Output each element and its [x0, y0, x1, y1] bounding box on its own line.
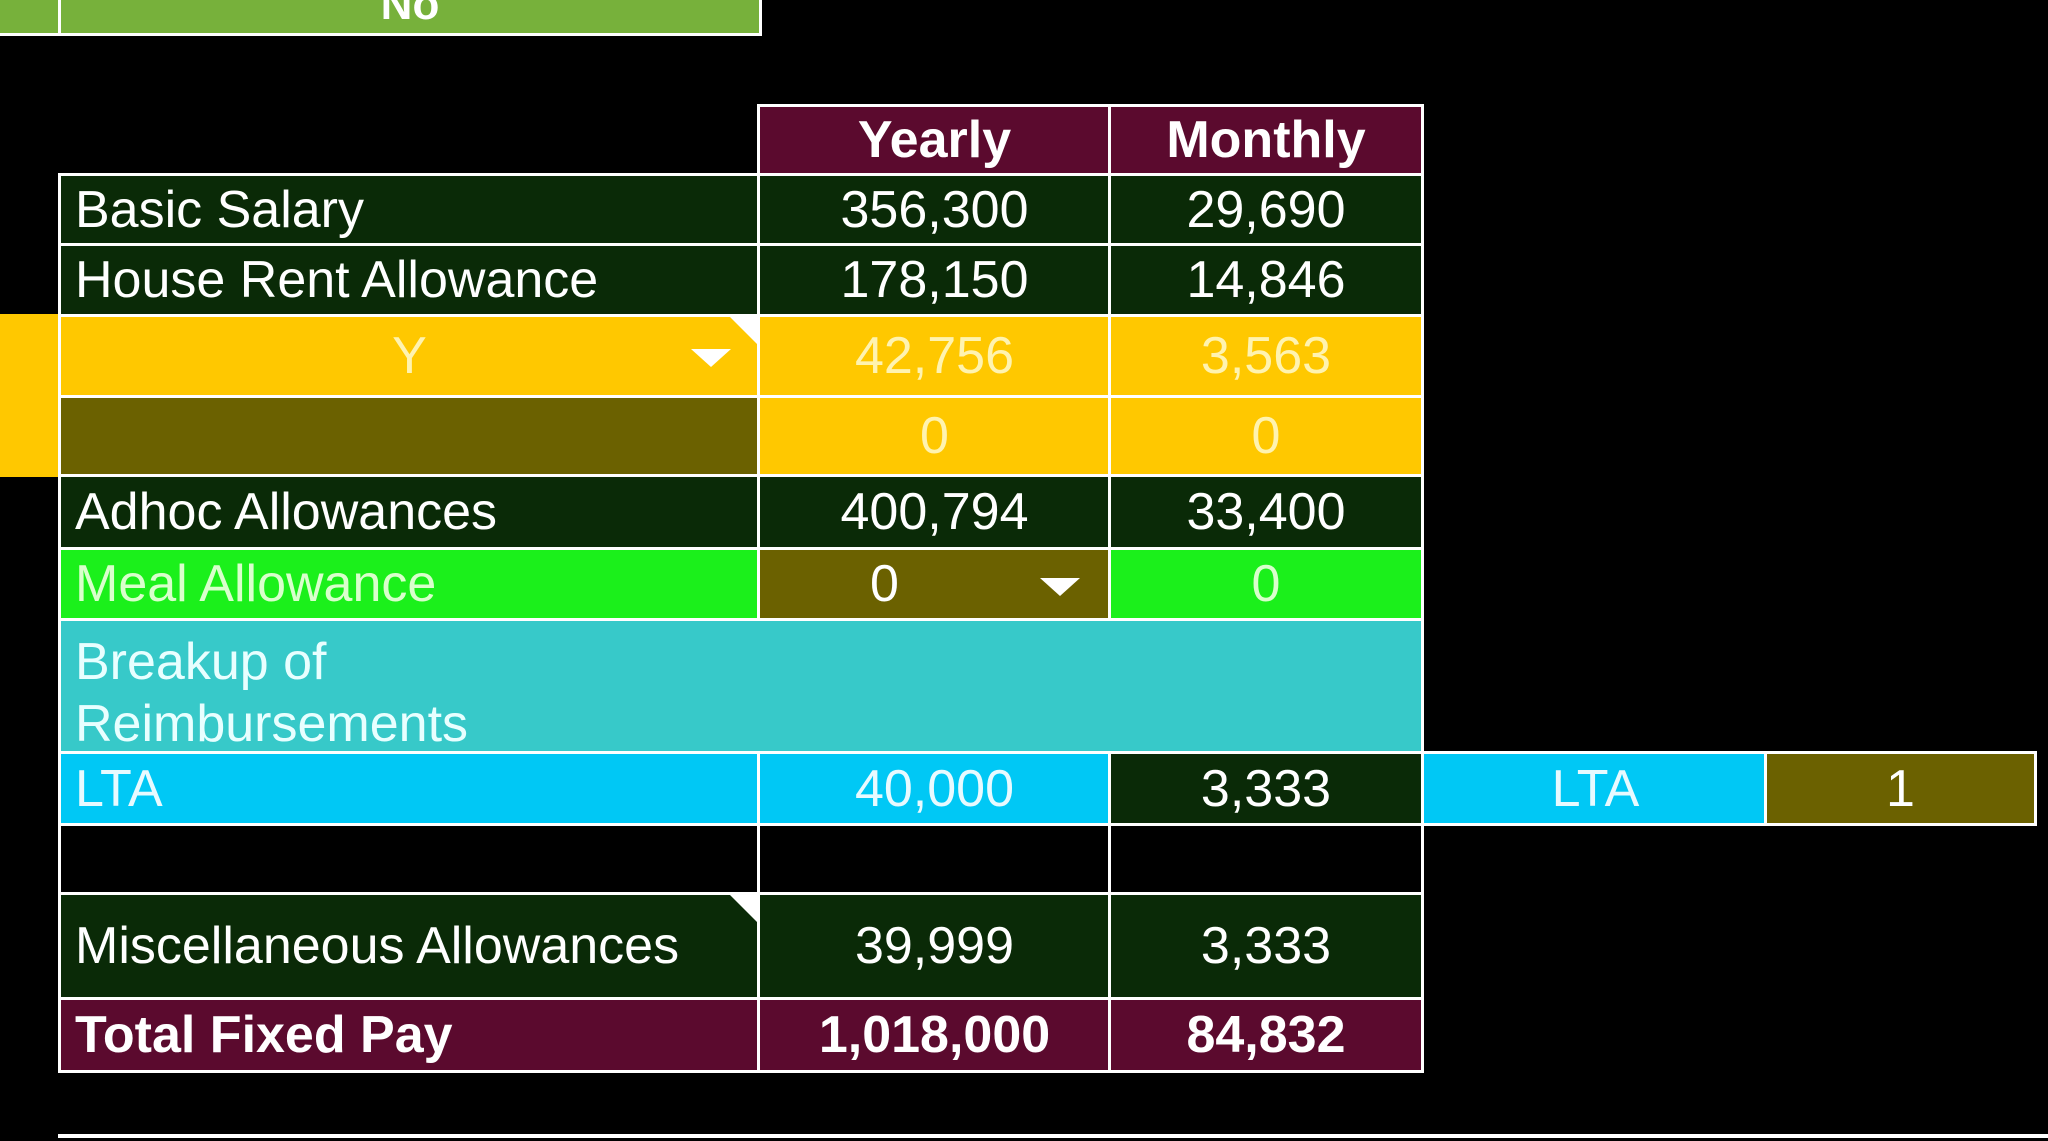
row-hra-label: House Rent Allowance — [58, 243, 761, 317]
row-lta-side-label: LTA — [1421, 751, 1767, 826]
row-y-left-edge — [0, 314, 62, 398]
row-y-monthly[interactable]: 3,563 — [1108, 314, 1424, 398]
row-basic-salary-monthly[interactable]: 29,690 — [1108, 173, 1424, 247]
row-basic-salary-label: Basic Salary — [58, 173, 761, 247]
row-blank-left-edge — [0, 395, 62, 477]
row-lta-monthly[interactable]: 3,333 — [1108, 751, 1424, 826]
row-lta-side-value[interactable]: 1 — [1764, 751, 2037, 826]
row-empty-label[interactable] — [58, 823, 761, 895]
row-misc-yearly[interactable]: 39,999 — [757, 892, 1112, 1000]
row-adhoc-monthly[interactable]: 33,400 — [1108, 474, 1424, 550]
row-meal-yearly-dropdown[interactable]: 0 — [757, 547, 1112, 621]
row-lta-label: LTA — [58, 751, 761, 826]
row-hra-monthly[interactable]: 14,846 — [1108, 243, 1424, 317]
row-meal-yearly-value: 0 — [870, 555, 899, 613]
dropdown-arrow-icon[interactable] — [1040, 578, 1080, 596]
row-total-yearly: 1,018,000 — [757, 997, 1112, 1073]
row-total-monthly: 84,832 — [1108, 997, 1424, 1073]
header-yearly: Yearly — [757, 104, 1112, 176]
row-basic-salary-yearly[interactable]: 356,300 — [757, 173, 1112, 247]
row-empty-yearly[interactable] — [757, 823, 1112, 895]
comment-indicator-icon — [730, 895, 758, 923]
row-misc-label: Miscellaneous Allowances — [58, 892, 761, 1000]
top-left-edge-cell — [0, 0, 62, 36]
row-y-yearly[interactable]: 42,756 — [757, 314, 1112, 398]
row-y-selector-dropdown[interactable]: Y — [58, 314, 761, 398]
row-adhoc-label: Adhoc Allowances — [58, 474, 761, 550]
row-blank-label[interactable] — [58, 395, 761, 477]
row-meal-monthly[interactable]: 0 — [1108, 547, 1424, 621]
comment-indicator-icon — [730, 317, 758, 345]
row-empty-monthly[interactable] — [1108, 823, 1424, 895]
row-misc-monthly[interactable]: 3,333 — [1108, 892, 1424, 1000]
top-status-value: No — [380, 0, 440, 29]
row-y-selector-value: Y — [392, 327, 427, 385]
breakup-heading: Breakup of Reimbursements :- — [58, 618, 1424, 754]
row-adhoc-yearly[interactable]: 400,794 — [757, 474, 1112, 550]
row-blank-yearly[interactable]: 0 — [757, 395, 1112, 477]
row-blank-monthly[interactable]: 0 — [1108, 395, 1424, 477]
header-monthly: Monthly — [1108, 104, 1424, 176]
top-status-cell[interactable]: No — [58, 0, 762, 36]
row-meal-label: Meal Allowance — [58, 547, 761, 621]
bottom-divider — [58, 1134, 2048, 1138]
row-hra-yearly[interactable]: 178,150 — [757, 243, 1112, 317]
row-lta-yearly[interactable]: 40,000 — [757, 751, 1112, 826]
row-total-label: Total Fixed Pay — [58, 997, 761, 1073]
dropdown-arrow-icon[interactable] — [691, 349, 731, 367]
